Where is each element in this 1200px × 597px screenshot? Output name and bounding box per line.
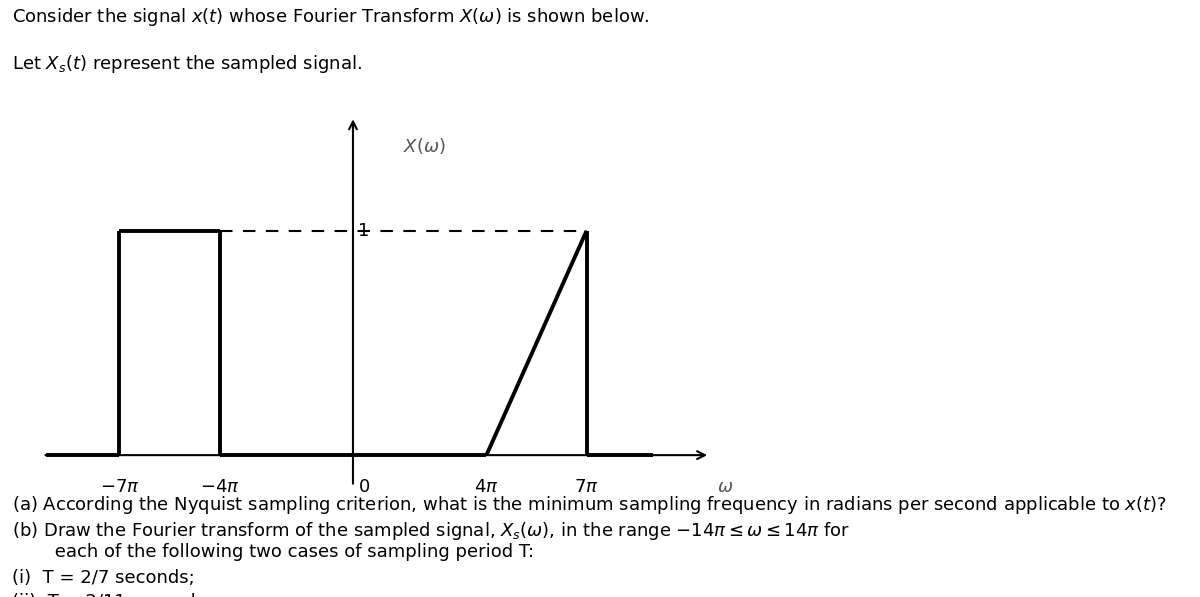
Text: Let $X_s(t)$ represent the sampled signal.: Let $X_s(t)$ represent the sampled signa… xyxy=(12,53,362,75)
Text: $X(\omega)$: $X(\omega)$ xyxy=(403,136,445,156)
Text: $7\pi$: $7\pi$ xyxy=(575,478,599,496)
Text: $0$: $0$ xyxy=(358,478,370,496)
Text: Consider the signal $x(t)$ whose Fourier Transform $X(\omega)$ is shown below.: Consider the signal $x(t)$ whose Fourier… xyxy=(12,6,649,28)
Text: (ii)  T = 2/11 seconds.: (ii) T = 2/11 seconds. xyxy=(12,593,211,597)
Text: each of the following two cases of sampling period T:: each of the following two cases of sampl… xyxy=(26,543,534,561)
Text: $-7\pi$: $-7\pi$ xyxy=(100,478,139,496)
Text: $\omega$: $\omega$ xyxy=(716,478,733,496)
Text: 1: 1 xyxy=(358,222,370,240)
Text: $4\pi$: $4\pi$ xyxy=(474,478,499,496)
Text: $-4\pi$: $-4\pi$ xyxy=(199,478,239,496)
Text: (b) Draw the Fourier transform of the sampled signal, $X_s(\omega)$, in the rang: (b) Draw the Fourier transform of the sa… xyxy=(12,519,850,541)
Text: (a) According the Nyquist sampling criterion, what is the minimum sampling frequ: (a) According the Nyquist sampling crite… xyxy=(12,494,1166,516)
Text: (i)  T = 2/7 seconds;: (i) T = 2/7 seconds; xyxy=(12,569,194,587)
